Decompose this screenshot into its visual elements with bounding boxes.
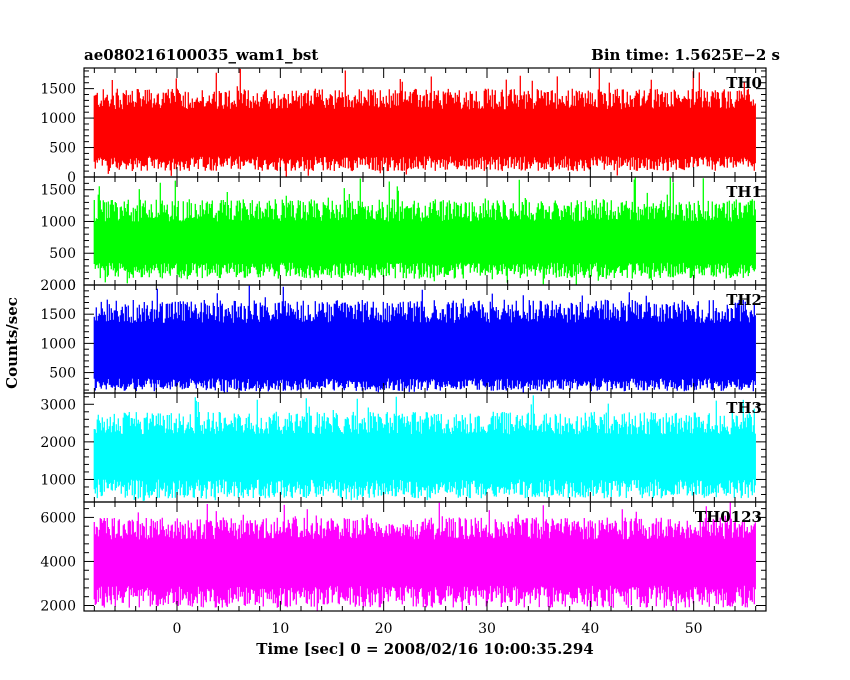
x-tick-label: 50 <box>685 621 703 637</box>
series-th0-curve <box>93 68 756 177</box>
y-tick-label: 2000 <box>40 278 76 294</box>
y-tick-label: 1000 <box>40 111 76 127</box>
panel-label-th2: TH2 <box>726 291 762 309</box>
series-th0123-curve <box>93 502 756 611</box>
y-tick-label: 2000 <box>40 435 76 451</box>
panel-label-th3: TH3 <box>726 399 762 417</box>
y-tick-label: 1500 <box>40 183 76 199</box>
x-tick-label: 0 <box>173 621 182 637</box>
panel-label-th0: TH0 <box>726 74 762 92</box>
y-tick-label: 500 <box>49 246 76 262</box>
y-tick-label: 0 <box>67 278 76 294</box>
y-tick-label: 4000 <box>40 554 76 570</box>
series-th3-curve <box>93 395 756 501</box>
y-tick-label: 500 <box>49 366 76 382</box>
x-tick-label: 10 <box>271 621 289 637</box>
bin-time-label: Bin time: 1.5625E−2 s <box>591 46 780 64</box>
series-th2-curve <box>93 285 756 393</box>
y-axis-label: Counts/sec <box>3 297 21 389</box>
panel-label-th1: TH1 <box>726 183 762 201</box>
x-tick-label: 40 <box>581 621 599 637</box>
y-tick-label: 1000 <box>40 214 76 230</box>
y-tick-label: 2000 <box>40 598 76 614</box>
x-tick-label: 30 <box>478 621 496 637</box>
y-tick-label: 1500 <box>40 82 76 98</box>
series-th1-curve <box>93 177 756 285</box>
x-axis-label: Time [sec] 0 = 2008/02/16 10:00:35.294 <box>256 640 593 658</box>
y-tick-label: 1000 <box>40 472 76 488</box>
x-tick-label: 20 <box>375 621 393 637</box>
y-tick-label: 6000 <box>40 510 76 526</box>
y-tick-label: 1000 <box>40 336 76 352</box>
y-tick-label: 0 <box>67 170 76 186</box>
panel-label-th0123: TH0123 <box>695 508 762 526</box>
y-tick-label: 1500 <box>40 307 76 323</box>
y-tick-label: 500 <box>49 141 76 157</box>
y-tick-label: 3000 <box>40 397 76 413</box>
chart-title: ae080216100035_wam1_bst <box>84 46 318 64</box>
